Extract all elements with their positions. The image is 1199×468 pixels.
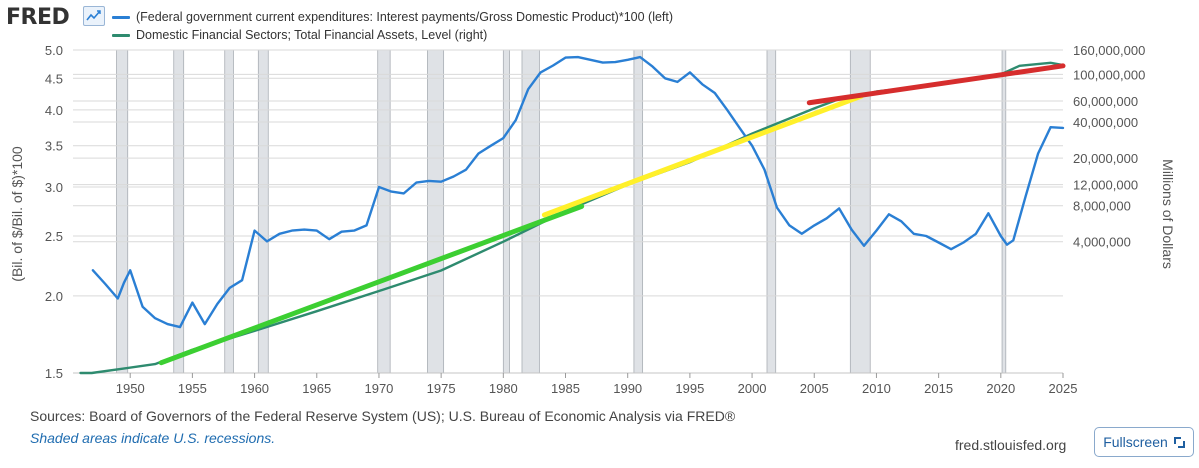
trend-lines: [158, 63, 1066, 366]
legend-item-financial-assets[interactable]: Domestic Financial Sectors; Total Financ…: [112, 26, 673, 44]
recession-band: [377, 49, 391, 374]
right-tick-label: 8,000,000: [1073, 199, 1131, 214]
right-axis-ticks: 4,000,000 8,000,000 12,000,000 20,000,000 40…: [1073, 43, 1145, 250]
fred-logo[interactable]: FRED: [6, 5, 70, 30]
recession-band: [116, 49, 129, 374]
trend-line: [806, 63, 1066, 106]
chart-plot[interactable]: 1.5 2.0 2.5 3.0 3.5 4.0 4.5 5.0 4,000,000 8,000,…: [0, 0, 1199, 400]
sources-note: Sources: Board of Governors of the Feder…: [30, 408, 736, 424]
recession-band: [224, 49, 234, 374]
x-tick-label: 2000: [738, 381, 767, 396]
recession-shading: [116, 49, 1007, 374]
recession-note: Shaded areas indicate U.S. recessions.: [30, 430, 276, 446]
x-tick-label: 1965: [302, 381, 331, 396]
x-tick-label: 1990: [613, 381, 642, 396]
left-axis-ticks: 1.5 2.0 2.5 3.0 3.5 4.0 4.5 5.0: [45, 43, 63, 381]
recession-band: [633, 49, 644, 374]
expand-icon: [1173, 436, 1185, 448]
chart-legend: (Federal government current expenditures…: [112, 8, 673, 44]
right-tick-label: 160,000,000: [1073, 43, 1145, 58]
legend-swatch-financial-assets: [112, 33, 130, 37]
x-tick-label: 2025: [1049, 381, 1078, 396]
x-tick-label: 2015: [924, 381, 953, 396]
x-tick-label: 1970: [364, 381, 393, 396]
left-tick-label: 2.0: [45, 289, 63, 304]
right-tick-label: 20,000,000: [1073, 151, 1138, 166]
series-line-interest-gdp: [91, 55, 1065, 329]
chart-header: FRED (Federal government current expendi…: [0, 0, 1199, 44]
x-tick-label: 1995: [675, 381, 704, 396]
recession-band: [766, 49, 777, 374]
y-axis-label-left: (Bil. of $/Bil. of $)*100: [9, 146, 25, 282]
x-tick-label: 1960: [240, 381, 269, 396]
right-tick-label: 60,000,000: [1073, 94, 1138, 109]
x-axis-ticks: 1950 1955 1960 1965 1970 1975 1980 1985 1990 1995…: [73, 372, 1078, 396]
right-tick-label: 100,000,000: [1073, 67, 1145, 82]
fullscreen-button[interactable]: Fullscreen: [1094, 427, 1194, 457]
recession-band: [427, 49, 445, 374]
left-tick-label: 4.5: [45, 71, 63, 86]
left-tick-label: 3.5: [45, 139, 63, 154]
x-tick-label: 2020: [986, 381, 1015, 396]
left-tick-label: 2.5: [45, 229, 63, 244]
x-tick-label: 1980: [489, 381, 518, 396]
left-tick-label: 5.0: [45, 43, 63, 58]
x-tick-label: 1985: [551, 381, 580, 396]
legend-swatch-interest-gdp: [112, 15, 130, 19]
legend-label-financial-assets: Domestic Financial Sectors; Total Financ…: [136, 28, 488, 42]
right-tick-label: 40,000,000: [1073, 115, 1138, 130]
x-tick-label: 1955: [178, 381, 207, 396]
fullscreen-label: Fullscreen: [1103, 434, 1168, 450]
x-tick-label: 2005: [800, 381, 829, 396]
recession-band: [502, 49, 510, 374]
recession-band: [1001, 49, 1007, 374]
trend-line: [158, 203, 585, 366]
left-tick-label: 1.5: [45, 366, 63, 381]
right-tick-label: 12,000,000: [1073, 178, 1138, 193]
legend-label-interest-gdp: (Federal government current expenditures…: [136, 10, 674, 24]
right-tick-label: 4,000,000: [1073, 235, 1131, 250]
left-tick-label: 3.0: [45, 180, 63, 195]
trend-line: [541, 93, 865, 218]
left-tick-label: 4.0: [45, 103, 63, 118]
x-tick-label: 1975: [427, 381, 456, 396]
site-url[interactable]: fred.stlouisfed.org: [955, 437, 1067, 453]
line-chart-icon: [83, 6, 105, 26]
x-tick-label: 2010: [862, 381, 891, 396]
x-tick-label: 1950: [116, 381, 145, 396]
legend-item-interest-gdp[interactable]: (Federal government current expenditures…: [112, 8, 673, 26]
y-axis-label-right: Millions of Dollars: [1160, 159, 1176, 269]
